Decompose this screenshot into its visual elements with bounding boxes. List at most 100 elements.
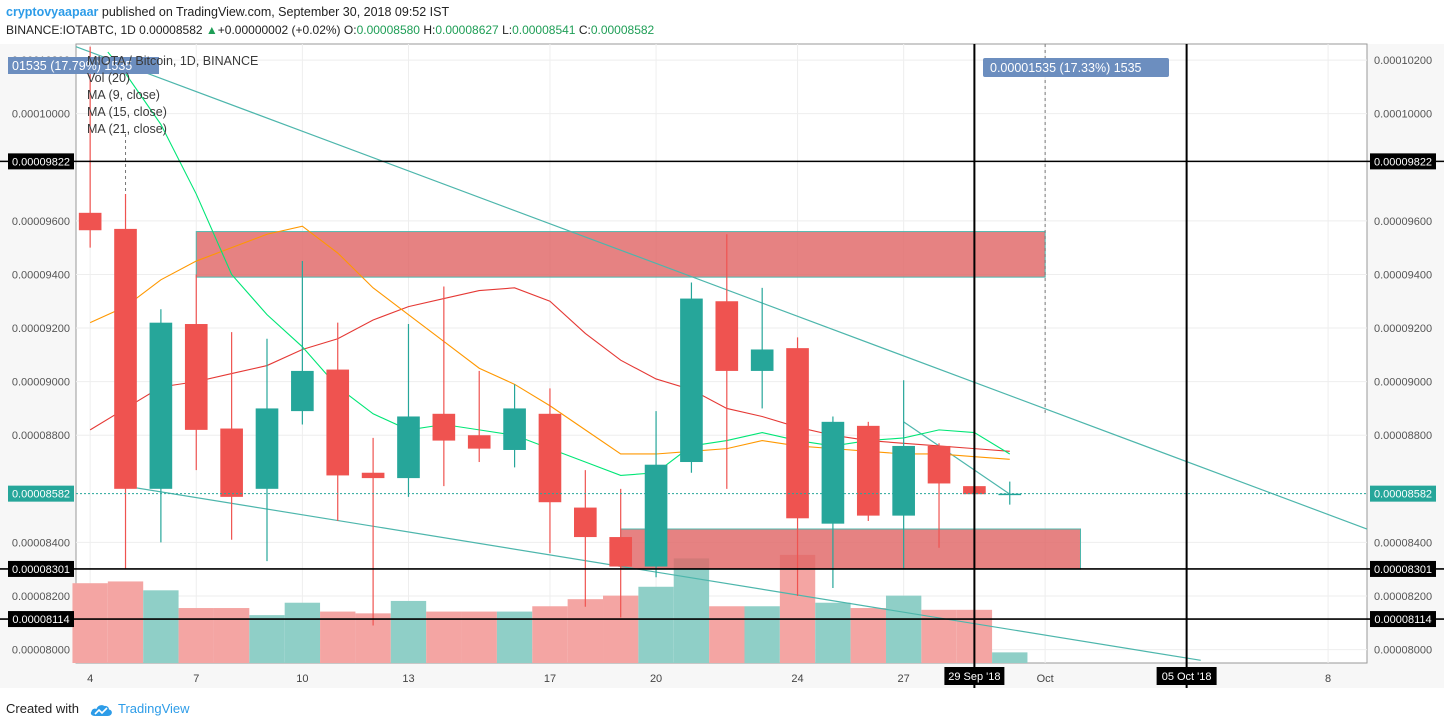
resistance-support-zone[interactable] — [620, 528, 1082, 570]
candle-body[interactable] — [609, 537, 633, 567]
candle-body[interactable] — [574, 507, 597, 538]
axes[interactable]: 0.000102000.000102000.000100000.00010000… — [8, 55, 1436, 685]
volume-bar — [496, 611, 533, 663]
volume-bar — [249, 615, 285, 663]
measure-label-right: 0.00001535 (17.33%) 1535 — [990, 61, 1142, 75]
candle-body[interactable] — [538, 413, 562, 503]
measure-label-left: 01535 (17.79%) 1535 — [12, 59, 132, 73]
chart-header: cryptovyaapaar published on TradingView.… — [6, 3, 654, 39]
candle-body[interactable] — [786, 348, 809, 519]
volume-bar — [638, 586, 674, 663]
trend-line[interactable] — [75, 46, 1368, 530]
symbol-text: BINANCE:IOTABTC, 1D — [6, 23, 136, 37]
level-label-right: 0.00009822 — [1374, 156, 1432, 168]
y-tick-label-left: 0.00009600 — [12, 216, 70, 228]
tradingview-brand-link[interactable]: TradingView — [118, 701, 190, 716]
volume-bar — [850, 608, 886, 663]
date-label-bg — [1156, 667, 1217, 685]
candle-body[interactable] — [680, 298, 703, 463]
y-tick-label-right: 0.00008200 — [1374, 591, 1432, 603]
volume-bar — [72, 583, 108, 663]
candle-body[interactable] — [255, 408, 279, 489]
trend-lines[interactable] — [75, 44, 1368, 661]
legend-ma9: MA (9, close) — [87, 88, 160, 102]
trend-line[interactable] — [125, 485, 1201, 661]
legend-ma21: MA (21, close) — [87, 122, 167, 136]
x-tick-label: 8 — [1325, 673, 1331, 685]
date-label: 29 Sep '18 — [948, 671, 1000, 683]
y-tick-label-right: 0.00008000 — [1374, 645, 1432, 657]
resistance-support-zone[interactable] — [195, 231, 1046, 278]
y-tick-label-left: 0.00009200 — [12, 323, 70, 335]
volume-bar — [992, 652, 1028, 663]
candle-body[interactable] — [291, 370, 314, 412]
horizontal-and-vertical-lines[interactable] — [0, 44, 1444, 688]
measure-label-right-bg — [983, 58, 1169, 77]
volume-bar — [390, 600, 427, 663]
y-tick-label-left: 0.00009400 — [12, 269, 70, 281]
level-label-right-bg — [1370, 153, 1436, 170]
y-tick-label-left: 0.00008200 — [12, 591, 70, 603]
y-tick-label-right: 0.00009400 — [1374, 269, 1432, 281]
y-tick-label-right: 0.00008800 — [1374, 430, 1432, 442]
high-value: 0.00008627 — [435, 23, 499, 37]
y-tick-label-left: 0.00010000 — [12, 109, 70, 121]
candle-body[interactable] — [326, 369, 350, 476]
level-label-right: 0.00008114 — [1374, 614, 1431, 626]
candle-body[interactable] — [397, 416, 420, 479]
close-label: C: — [578, 23, 591, 37]
low-value: 0.00008541 — [512, 23, 576, 37]
tradingview-cloud-icon[interactable] — [89, 703, 113, 717]
candle-body[interactable] — [220, 428, 243, 497]
candles[interactable] — [78, 46, 1022, 626]
candle-body[interactable] — [149, 322, 173, 489]
volume-bar — [567, 599, 604, 663]
candle-body[interactable] — [892, 445, 915, 516]
x-tick-label: Oct — [1037, 673, 1054, 685]
y-tick-label-right: 0.00009200 — [1374, 323, 1432, 335]
candle-body[interactable] — [750, 349, 774, 371]
published-text: published on TradingView.com, September … — [101, 5, 450, 19]
y-tick-label-left: 0.00009000 — [12, 377, 70, 389]
candle-body[interactable] — [821, 421, 845, 524]
candle-body[interactable] — [467, 435, 491, 449]
candle-body[interactable] — [184, 324, 208, 430]
zone-rectangles[interactable] — [195, 231, 1082, 570]
change-text: +0.00000002 (+0.02%) — [217, 23, 341, 37]
candle-body[interactable] — [361, 472, 385, 479]
level-label-left-bg — [8, 153, 74, 170]
date-label: 05 Oct '18 — [1162, 671, 1212, 683]
y-tick-label-right: 0.00009600 — [1374, 216, 1432, 228]
last-price-label-left-bg — [8, 485, 74, 502]
candle-body[interactable] — [998, 493, 1022, 496]
candle-body[interactable] — [78, 212, 102, 231]
open-label: O: — [343, 23, 357, 37]
candle-body[interactable] — [644, 464, 668, 567]
level-label-left-bg — [8, 611, 74, 628]
open-value: 0.00008580 — [356, 23, 420, 37]
level-label-right-bg — [1370, 611, 1436, 628]
x-tick-label: 13 — [402, 673, 414, 685]
y-tick-label-right: 0.00010000 — [1374, 109, 1432, 121]
footer: Created with TradingView — [6, 699, 190, 719]
low-label: L: — [502, 23, 513, 37]
x-tick-label: 20 — [650, 673, 662, 685]
candle-body[interactable] — [503, 408, 526, 450]
level-label-left: 0.00009822 — [12, 156, 70, 168]
volume-bar — [673, 558, 710, 663]
candle-body[interactable] — [856, 425, 880, 516]
candle-body[interactable] — [114, 228, 137, 489]
volume-bar — [284, 602, 321, 663]
volume-bar — [709, 606, 745, 663]
x-tick-label: 7 — [193, 673, 199, 685]
candle-body[interactable] — [927, 445, 951, 484]
last-price-label-right-bg — [1370, 485, 1436, 502]
volume-bar — [815, 602, 851, 663]
level-label-right: 0.00008301 — [1374, 564, 1432, 576]
author-name[interactable]: cryptovyaapaar — [6, 5, 99, 19]
candle-body[interactable] — [432, 413, 456, 441]
candle-body[interactable] — [715, 301, 739, 371]
last-price-text: 0.00008582 — [139, 23, 203, 37]
ohlc-line: BINANCE:IOTABTC, 1D 0.00008582 ▲+0.00000… — [6, 21, 654, 39]
